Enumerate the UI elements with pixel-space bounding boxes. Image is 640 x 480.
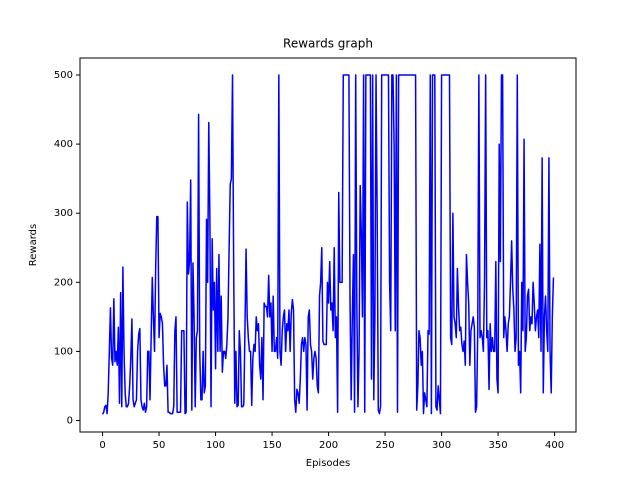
x-tick-label: 200 <box>319 440 338 451</box>
x-tick-label: 350 <box>489 440 508 451</box>
y-tick-label: 0 <box>67 416 73 427</box>
x-tick-label: 300 <box>432 440 451 451</box>
y-tick-label: 500 <box>54 70 73 81</box>
x-tick-label: 100 <box>206 440 225 451</box>
y-tick-label: 100 <box>54 346 73 357</box>
x-tick-label: 150 <box>263 440 282 451</box>
x-tick-label: 400 <box>545 440 564 451</box>
plot-area <box>101 74 555 415</box>
axes-frame <box>79 57 577 433</box>
x-tick-label: 50 <box>153 440 166 451</box>
y-tick-label: 400 <box>54 139 73 150</box>
y-tick-label: 300 <box>54 208 73 219</box>
y-axis-label: Rewards <box>28 224 39 266</box>
x-tick-label: 0 <box>99 440 105 451</box>
chart-title: Rewards graph <box>283 37 373 51</box>
x-tick-label: 250 <box>376 440 395 451</box>
reward-line <box>101 74 555 415</box>
x-axis-label: Episodes <box>306 458 350 469</box>
y-tick-label: 200 <box>54 277 73 288</box>
